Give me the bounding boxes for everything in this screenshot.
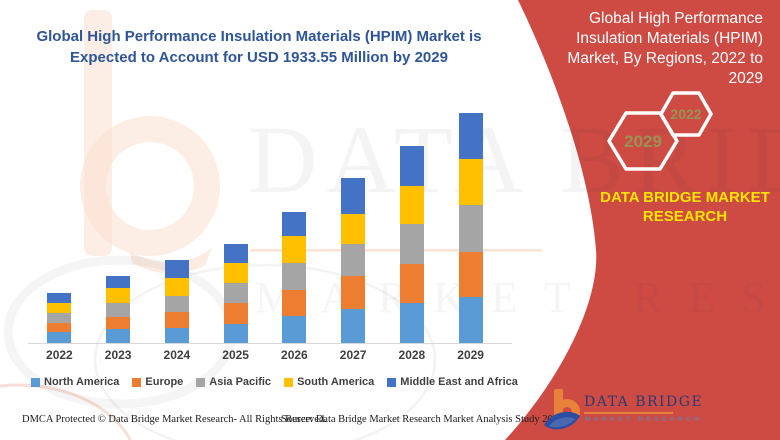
bar-group-2028 [383,113,442,343]
bar-group-2029 [441,113,500,343]
logo-name: DATA BRIDGE [584,394,704,410]
x-axis-label-2029: 2029 [457,348,484,362]
bar-segment-europe [47,323,72,332]
chart-legend: North America Europe Asia Pacific South Ame… [31,376,518,388]
bar-segment-south-america [458,159,483,205]
legend-item-south-america: South America [284,376,374,388]
bar-segment-south-america [341,214,366,244]
right-panel-heading-line2: Insulation Materials (HPIM) [576,30,763,47]
bar-segment-europe [164,312,189,328]
bar-segment-middle-east-and-africa [282,212,307,236]
bar-segment-middle-east-and-africa [223,244,248,263]
legend-label-middle-east-and-africa: Middle East and Africa [400,376,518,388]
x-axis-label-2026: 2026 [281,348,308,362]
right-panel-heading-line1: Global High Performance [588,10,763,27]
legend-label-europe: Europe [145,376,184,388]
bar-segment-asia-pacific [458,205,483,252]
bar-segment-north-america [164,328,189,343]
bar-segment-asia-pacific [47,313,72,323]
page-title: Global High Performance Insulation Mater… [35,26,483,68]
legend-item-north-america: North America [31,376,119,388]
x-axis-labels: 2022 2023 2024 2025 2026 2027 2028 2029 [30,348,500,362]
bar-segment-north-america [223,324,248,343]
legend-label-south-america: South America [297,376,375,388]
bar-segment-asia-pacific [223,283,248,303]
legend-swatch-asia-pacific [196,377,206,387]
bar-segment-europe [458,252,483,297]
bar-segment-south-america [47,303,72,313]
legend-item-asia-pacific: Asia Pacific [196,376,271,388]
bar-segment-asia-pacific [341,244,366,276]
x-axis-label-2027: 2027 [339,348,367,362]
bar-segment-north-america [458,297,483,343]
bar-group-2024 [148,113,207,343]
right-panel-heading-line4: 2029 [728,70,763,87]
bar-group-2026 [265,113,324,343]
watermark-arc-salmon [0,383,132,440]
bar-segment-north-america [47,332,72,343]
bar-segment-north-america [106,329,131,343]
bar-segment-asia-pacific [164,296,189,312]
stacked-bar-chart [30,113,500,343]
bar-group-2027 [324,113,383,343]
bar-group-2023 [89,113,148,343]
brand-name: DATA BRIDGE MARKET RESEARCH [600,189,770,225]
source-note: Source: Data Bridge Market Research Mark… [281,414,564,425]
bar-segment-europe [282,290,307,316]
dmca-notice: DMCA Protected © Data Bridge Market Rese… [22,414,327,425]
bar-segment-south-america [106,288,131,303]
legend-swatch-europe [132,377,142,387]
bar-segment-middle-east-and-africa [47,293,72,303]
bar-segment-middle-east-and-africa [399,146,424,186]
right-panel-heading: Global High Performance Insulation Mater… [548,9,763,89]
bar-segment-north-america [341,309,366,343]
bar-segment-north-america [399,303,424,343]
company-logo: DATA BRIDGE MARKET RESEARCH [541,388,704,434]
legend-item-middle-east-and-africa: Middle East and Africa [387,376,518,388]
x-axis-label-2023: 2023 [104,348,132,362]
bar-segment-europe [341,276,366,309]
x-axis-label-2028: 2028 [398,348,426,362]
logo-b-icon [544,389,580,430]
x-axis-label-2024: 2024 [163,348,191,362]
bar-group-2025 [206,113,265,343]
legend-swatch-south-america [284,377,294,387]
bar-segment-europe [106,317,131,329]
logo-subtitle: MARKET RESEARCH [585,416,703,423]
bar-segment-middle-east-and-africa [164,260,189,278]
bar-group-2022 [30,113,89,343]
legend-swatch-middle-east-and-africa [387,377,397,387]
bar-segment-north-america [282,316,307,343]
legend-label-asia-pacific: Asia Pacific [209,376,272,388]
bar-segment-europe [399,264,424,303]
bar-segment-asia-pacific [106,303,131,317]
page-title-line2: Expected to Account for USD 1933.55 Mill… [70,49,448,66]
bar-segment-south-america [399,186,424,224]
legend-item-europe: Europe [132,376,183,388]
bar-segment-asia-pacific [399,224,424,264]
legend-swatch-north-america [31,377,40,387]
page-title-line1: Global High Performance Insulation Mater… [36,28,482,45]
bar-segment-middle-east-and-africa [106,276,131,288]
bar-segment-south-america [223,263,248,283]
bar-segment-south-america [282,236,307,263]
bar-segment-asia-pacific [282,263,307,290]
bar-segment-europe [223,303,248,324]
right-panel-heading-line3: Market, By Regions, 2022 to [567,50,763,67]
logo-underline [584,412,673,414]
x-axis-label-2022: 2022 [46,348,73,362]
x-axis-label-2025: 2025 [222,348,249,362]
bar-segment-middle-east-and-africa [458,113,483,159]
bar-segment-south-america [164,278,189,296]
bar-segment-middle-east-and-africa [341,178,366,214]
legend-label-north-america: North America [44,376,120,388]
x-axis-line [28,343,512,344]
